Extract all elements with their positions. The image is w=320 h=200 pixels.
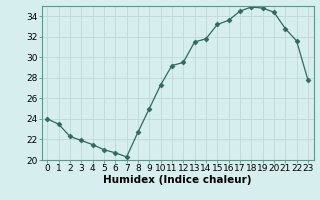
X-axis label: Humidex (Indice chaleur): Humidex (Indice chaleur) bbox=[103, 175, 252, 185]
